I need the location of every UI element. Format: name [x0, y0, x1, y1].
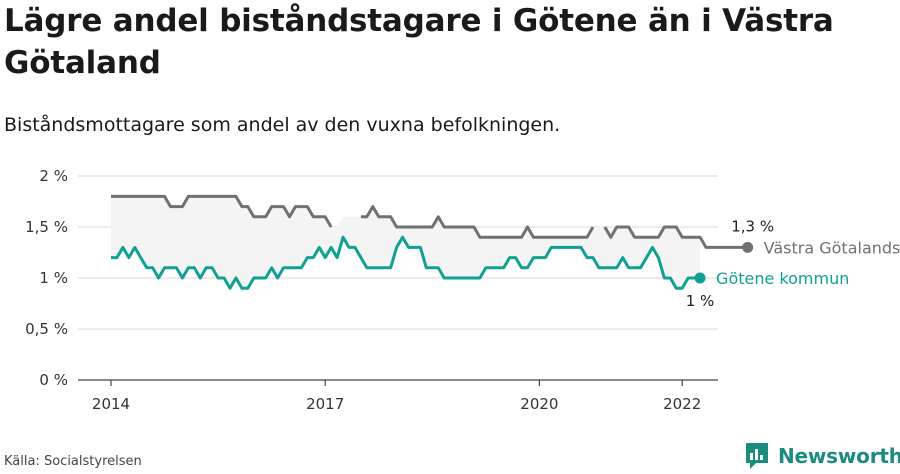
x-tick-label: 2020: [520, 395, 558, 413]
series-line-vastra-gotaland: [111, 194, 333, 228]
x-tick-label: 2014: [92, 395, 130, 413]
difference-band: [111, 196, 701, 289]
newsworthy-logo-icon: [746, 443, 768, 469]
line-layer: [111, 194, 748, 290]
series-line-gotene: [111, 235, 701, 290]
y-tick-label: 0,5 %: [25, 320, 68, 338]
series-label-gotene: Götene kommun: [716, 269, 849, 288]
y-tick-label: 1 %: [39, 269, 68, 287]
y-tick-label: 0 %: [39, 371, 68, 389]
chart-title: Lägre andel biståndstagare i Götene än i…: [4, 3, 834, 81]
series-line-vastra-gotaland: [360, 205, 595, 239]
axis-layer: 0 % 0,5 % 1 % 1,5 % 2 % 2014 2017 2020 2022: [25, 167, 718, 413]
brand-name: Newsworthy: [778, 444, 900, 468]
series-end-marker-gotene: [694, 272, 706, 284]
y-tick-label: 1,5 %: [25, 218, 68, 236]
source-note: Källa: Socialstyrelsen: [4, 454, 142, 469]
end-value-label-vastra: 1,3 %: [731, 217, 774, 235]
chart-subtitle: Biståndsmottagare som andel av den vuxna…: [4, 114, 561, 136]
x-tick-label: 2022: [663, 395, 701, 413]
series-line-vastra-gotaland: [603, 225, 748, 249]
series-label-vastra: Västra Götalands län: [764, 238, 900, 257]
series-end-marker-vastra: [742, 241, 754, 253]
y-tick-label: 2 %: [39, 167, 68, 185]
brand-logo: Newsworthy: [744, 440, 900, 472]
band-layer: [111, 196, 701, 289]
end-value-label-gotene: 1 %: [686, 292, 715, 310]
label-layer: Västra Götalands län Götene kommun 1,3 % 1 …: [686, 217, 900, 310]
x-tick-label: 2017: [306, 395, 344, 413]
